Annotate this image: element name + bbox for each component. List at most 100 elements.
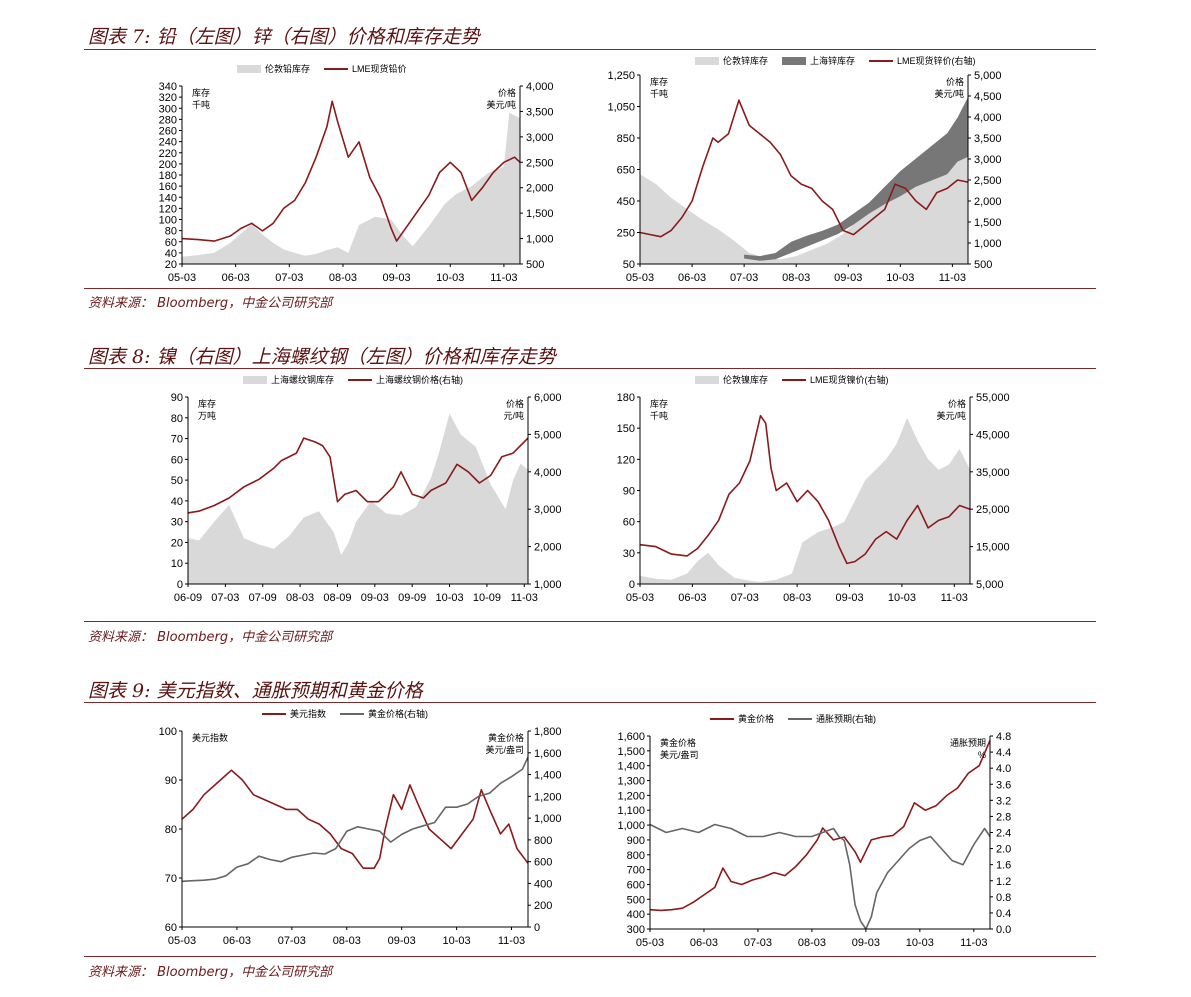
chart3-left-tick-label: 180 xyxy=(617,392,635,404)
chart3-right-axis-label: 价格 xyxy=(948,398,966,409)
chart2-right-axis-label: 价格 xyxy=(506,398,524,409)
chart5-left-axis-label: 黄金价格 xyxy=(660,737,696,748)
chart2-x-tick-label: 07-09 xyxy=(249,592,277,604)
chart0-right-tick-label: 1,000 xyxy=(526,234,554,246)
chart2-x-tick-label: 09-03 xyxy=(361,592,389,604)
chart1-right-tick-label: 4,000 xyxy=(974,112,1002,124)
chart0-left-tick-label: 40 xyxy=(165,248,177,260)
chart5-left-tick-label: 700 xyxy=(627,865,645,877)
chart2-x-tick-label: 09-09 xyxy=(398,592,426,604)
chart0-right-axis-label: 美元/吨 xyxy=(486,99,516,110)
chart2-series-2-line xyxy=(187,437,529,514)
chart2-left-tick-label: 60 xyxy=(171,454,183,466)
chart2-series-1-area xyxy=(188,413,528,584)
chart1-left-axis-label: 千吨 xyxy=(650,88,668,99)
chart0-left-tick-label: 140 xyxy=(159,192,177,204)
chart0-right-tick-label: 2,000 xyxy=(526,183,554,195)
chart1-legend-label: 伦敦锌库存 xyxy=(723,55,768,66)
chart5-x-tick-label: 11-03 xyxy=(960,937,987,949)
chart5-left-tick-label: 300 xyxy=(627,924,645,936)
chart2-x-tick-label: 10-03 xyxy=(435,592,463,604)
chart0-right-axis-label: 价格 xyxy=(498,87,516,98)
chart3-legend-swatch xyxy=(695,376,719,384)
chart1-right-tick-label: 2,500 xyxy=(974,175,1002,187)
chart0-series-1-area xyxy=(182,112,520,264)
chart5-x-tick-label: 09-03 xyxy=(852,937,880,949)
chart2-right-tick-label: 6,000 xyxy=(534,392,562,404)
chart0-left-tick-label: 120 xyxy=(159,203,177,215)
chart4-left-tick-label: 90 xyxy=(165,775,177,787)
chart5-x-tick-label: 08-03 xyxy=(798,937,826,949)
chart5-right-tick-label: 0.4 xyxy=(996,908,1011,920)
chart0-left-tick-label: 280 xyxy=(159,114,177,126)
chart0-left-tick-label: 60 xyxy=(165,237,177,249)
chart4-legend-label: 黄金价格(右轴) xyxy=(368,708,428,719)
chart5-right-tick-label: 1.2 xyxy=(996,876,1011,888)
chart2-right-tick-label: 5,000 xyxy=(534,429,562,441)
chart3-left-tick-label: 30 xyxy=(623,548,635,560)
chart3-right-tick-label: 55,000 xyxy=(976,392,1010,404)
chart0-x-tick-label: 11-03 xyxy=(490,272,517,284)
chart5-right-tick-label: 0.8 xyxy=(996,892,1011,904)
rebar-chart: 0 10 20 30 40 50 60 70 80 90 1,000 2,000 3,000 4,000 5… xyxy=(150,372,580,606)
chart1-right-tick-label: 4,500 xyxy=(974,91,1002,103)
chart0-series-2-line xyxy=(181,100,521,242)
chart3-left-axis-label: 库存 xyxy=(650,398,668,409)
chart5-right-tick-label: 2.0 xyxy=(996,844,1011,856)
chart0-left-tick-label: 200 xyxy=(159,159,177,171)
zinc-chart: 50 250 450 650 850 1,050 1,250 500 1,000 1,500 2,0… xyxy=(598,55,1028,288)
chart2-right-tick-label: 3,000 xyxy=(534,504,562,516)
chart0-legend-label: 伦敦铅库存 xyxy=(265,63,310,74)
chart5-left-tick-label: 1,500 xyxy=(617,746,645,758)
chart3-x-tick-label: 05-03 xyxy=(626,592,654,604)
chart5-right-tick-label: 2.8 xyxy=(996,811,1011,823)
chart1-left-axis-label: 库存 xyxy=(650,76,668,87)
chart5-left-tick-label: 1,300 xyxy=(617,776,645,788)
chart0-right-tick-label: 3,000 xyxy=(526,132,554,144)
chart2-left-tick-label: 30 xyxy=(171,517,183,529)
figure-8-title: 图表 8: 镍（右图）上海螺纹钢（左图）价格和库存走势 xyxy=(88,346,556,368)
chart1-left-tick-label: 850 xyxy=(617,133,635,145)
chart2-left-tick-label: 40 xyxy=(171,496,183,508)
chart2-left-tick-label: 20 xyxy=(171,537,183,549)
chart0-x-tick-label: 10-03 xyxy=(436,272,464,284)
chart0-left-tick-label: 320 xyxy=(159,92,177,104)
chart1-right-axis-label: 价格 xyxy=(946,76,964,87)
usd-gold-chart: 60 70 80 90 100 0 200 400 600 800 1,000 1,200 1,400 1… xyxy=(150,708,580,954)
chart0-legend-label: LME现货铅价 xyxy=(352,63,407,74)
chart5-x-tick-label: 10-03 xyxy=(906,937,934,949)
chart5-left-tick-label: 1,600 xyxy=(617,731,645,743)
chart1-right-tick-label: 3,500 xyxy=(974,133,1002,145)
chart2-legend-swatch xyxy=(243,376,267,384)
chart3-legend-label: LME现货镍价(右轴) xyxy=(810,374,889,385)
figure-9-title: 图表 9: 美元指数、通胀预期和黄金价格 xyxy=(88,680,423,702)
chart4-right-axis-label: 美元/盎司 xyxy=(485,744,524,755)
figure-7-source: 资料来源： Bloomberg，中金公司研究部 xyxy=(88,296,333,311)
chart4-x-tick-label: 05-03 xyxy=(168,935,196,947)
chart3-right-tick-label: 45,000 xyxy=(976,429,1010,441)
chart5-right-tick-label: 3.2 xyxy=(996,795,1011,807)
chart2-left-tick-label: 80 xyxy=(171,413,183,425)
chart4-x-tick-label: 07-03 xyxy=(278,935,306,947)
nickel-chart: 0 30 60 90 120 150 180 5,000 15,000 25,000 35,000 4… xyxy=(598,372,1028,606)
chart4-left-axis-label: 美元指数 xyxy=(192,732,228,743)
chart2-left-tick-label: 50 xyxy=(171,475,183,487)
chart4-x-tick-label: 09-03 xyxy=(388,935,416,947)
chart2-right-tick-label: 1,000 xyxy=(534,579,562,591)
chart4-left-tick-label: 60 xyxy=(165,922,177,934)
chart5-left-tick-label: 900 xyxy=(627,835,645,847)
chart3-series-2-line xyxy=(639,414,971,565)
chart0-legend-swatch xyxy=(237,65,261,73)
chart0-left-tick-label: 20 xyxy=(165,259,177,271)
chart3-x-tick-label: 06-03 xyxy=(678,592,706,604)
chart5-left-axis-label: 美元/盎司 xyxy=(660,749,699,760)
chart4-x-tick-label: 08-03 xyxy=(333,935,361,947)
chart0-right-tick-label: 3,500 xyxy=(526,106,554,118)
chart5-left-tick-label: 1,400 xyxy=(617,761,645,773)
chart3-x-tick-label: 11-03 xyxy=(941,592,968,604)
chart5-series-2-line xyxy=(649,823,991,930)
chart3-series-1-area xyxy=(640,417,970,584)
chart3-left-tick-label: 120 xyxy=(617,454,635,466)
chart5-left-tick-label: 1,100 xyxy=(617,805,645,817)
chart1-x-tick-label: 07-03 xyxy=(730,272,758,284)
